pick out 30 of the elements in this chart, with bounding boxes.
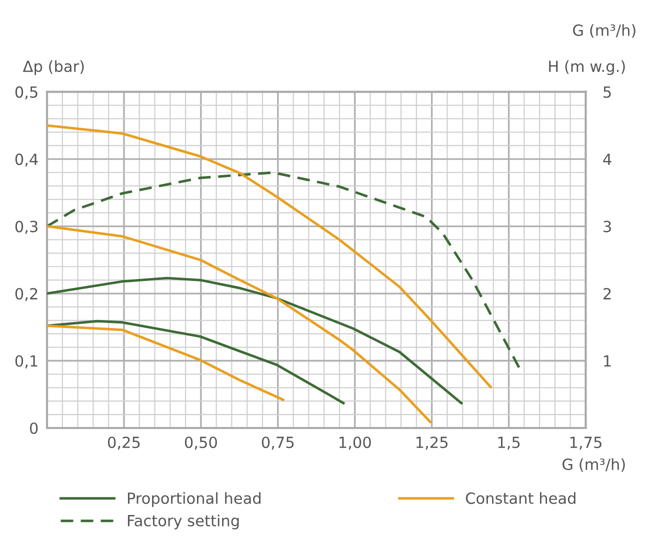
x-tick-label: 1,5: [498, 436, 520, 450]
legend-label: Factory setting: [128, 514, 239, 530]
line-series: [47, 124, 492, 388]
y2-axis-title: H (m w.g.): [549, 60, 625, 76]
legend-label: Constant head: [466, 492, 576, 504]
x-tick-label: 1,75: [570, 436, 602, 450]
x-tick-label: 0,50: [184, 436, 217, 450]
y-tick-label: 0,4: [15, 154, 38, 167]
line-series: [47, 324, 284, 401]
y-tick-label: 0,1: [15, 355, 38, 368]
text: G (m³/h): [573, 24, 636, 38]
y2-tick-label: 1: [604, 355, 611, 367]
legend-label: Proportional head: [128, 492, 260, 507]
y-tick-label: 0,5: [15, 86, 38, 100]
x-tick-label: 0,25: [108, 436, 140, 450]
line-series: [47, 320, 345, 404]
x-tick-label: 0,75: [262, 436, 294, 450]
x-tick-label: 1,25: [416, 436, 448, 450]
line-series: [47, 225, 432, 424]
y2-tick-label: 5: [604, 86, 611, 98]
y-axis-title: Δp (bar): [22, 60, 84, 76]
y-tick-label: 0: [30, 422, 38, 434]
y-tick-label: 0,3: [15, 220, 38, 234]
x-tick-label: 1,00: [340, 436, 371, 450]
line-series: [47, 276, 463, 404]
y2-tick-label: 2: [604, 288, 611, 300]
y2-tick-label: 4: [603, 154, 612, 165]
y-tick-label: 0,2: [15, 288, 38, 302]
x-axis-title: G (m³/h): [562, 458, 625, 472]
y2-tick-label: 3: [604, 220, 611, 232]
